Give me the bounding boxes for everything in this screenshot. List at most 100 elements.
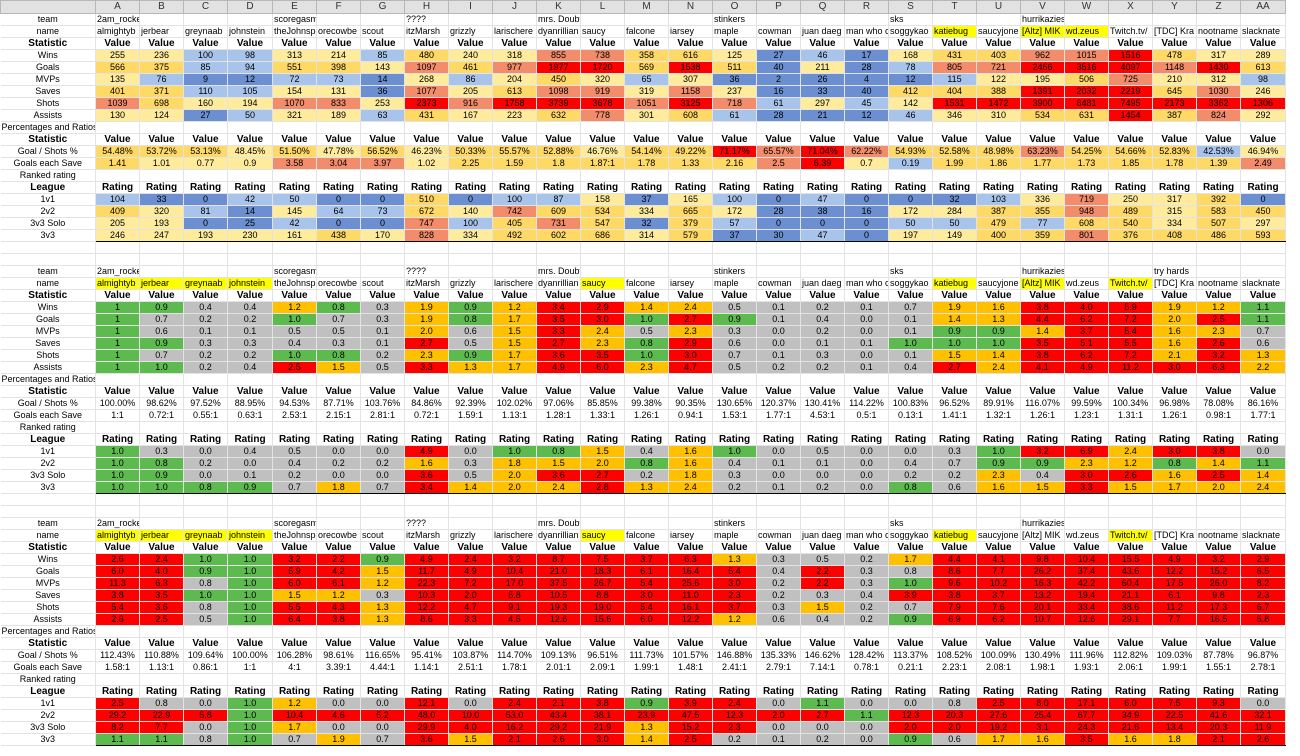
cell[interactable]: 33 xyxy=(139,193,184,206)
cell[interactable]: 1.5 xyxy=(492,325,537,338)
cell[interactable]: 6.1 xyxy=(624,565,669,578)
cell[interactable] xyxy=(1064,169,1109,182)
cell[interactable]: slacknate xyxy=(1240,277,1286,290)
cell[interactable]: 87.78% xyxy=(1196,649,1241,662)
cell[interactable]: 1.2 xyxy=(360,577,405,590)
cell[interactable] xyxy=(404,169,449,182)
cell[interactable]: 1.78:1 xyxy=(492,661,537,674)
cell[interactable]: 14 xyxy=(227,205,273,218)
cell[interactable]: 16.4 xyxy=(668,565,713,578)
cell[interactable]: Rating xyxy=(183,433,228,446)
cell[interactable]: 387 xyxy=(1152,109,1197,122)
cell[interactable] xyxy=(404,373,449,386)
cell[interactable] xyxy=(404,673,449,686)
cell[interactable]: 85.85% xyxy=(580,397,625,410)
cell[interactable]: 2.1 xyxy=(1152,349,1197,362)
cell[interactable]: katiebug xyxy=(932,529,977,542)
cell[interactable]: 100 xyxy=(492,193,537,206)
cell[interactable]: 76 xyxy=(139,73,184,86)
column-header[interactable]: W xyxy=(1064,0,1109,14)
cell[interactable]: 431 xyxy=(404,109,449,122)
cell[interactable]: 102.02% xyxy=(492,397,537,410)
cell[interactable]: Value xyxy=(668,541,713,554)
cell[interactable]: 698 xyxy=(139,97,184,110)
cell[interactable] xyxy=(844,517,889,530)
row-label[interactable]: 1v1 xyxy=(0,193,96,206)
cell[interactable]: 0.9 xyxy=(932,325,977,338)
cell[interactable]: 3.7 xyxy=(1064,325,1109,338)
cell[interactable]: 1 xyxy=(95,361,140,374)
column-header[interactable]: H xyxy=(404,0,449,14)
cell[interactable] xyxy=(1196,517,1241,530)
row-label[interactable]: Percentages and Ratios xyxy=(0,625,96,638)
cell[interactable]: 21.0 xyxy=(536,565,581,578)
cell[interactable] xyxy=(800,169,845,182)
cell[interactable]: 0.2 xyxy=(183,457,228,470)
cell[interactable]: Rating xyxy=(227,433,273,446)
cell[interactable]: 1.8 xyxy=(536,157,581,170)
cell[interactable] xyxy=(1196,421,1241,434)
cell[interactable] xyxy=(183,169,228,182)
cell[interactable]: 41.6 xyxy=(1196,709,1241,722)
cell[interactable]: 0.2 xyxy=(844,601,889,614)
cell[interactable]: Value xyxy=(844,133,889,146)
cell[interactable]: 404 xyxy=(932,85,977,98)
cell[interactable] xyxy=(932,505,977,518)
cell[interactable] xyxy=(1108,13,1153,26)
cell[interactable]: 7.6 xyxy=(976,601,1021,614)
cell[interactable] xyxy=(139,493,184,506)
cell[interactable]: 0.78:1 xyxy=(844,661,889,674)
cell[interactable]: 2.51:1 xyxy=(448,661,493,674)
cell[interactable]: 1.3 xyxy=(448,361,493,374)
cell[interactable]: 1.48:1 xyxy=(668,661,713,674)
cell[interactable]: scoregasm xyxy=(272,517,317,530)
cell[interactable]: 0.7 xyxy=(316,313,361,326)
cell[interactable]: Value xyxy=(1196,541,1241,554)
cell[interactable]: almightyb xyxy=(95,25,140,38)
cell[interactable]: slacknate xyxy=(1240,529,1286,542)
cell[interactable]: 0.4 xyxy=(800,613,845,626)
cell[interactable]: 3.8 xyxy=(316,613,361,626)
cell[interactable]: Value xyxy=(404,133,449,146)
cell[interactable]: 725 xyxy=(1108,73,1153,86)
cell[interactable]: 13.4 xyxy=(1152,721,1197,734)
cell[interactable]: Value xyxy=(536,637,581,650)
cell[interactable]: 0.1 xyxy=(756,349,801,362)
cell[interactable] xyxy=(448,169,493,182)
cell[interactable]: 645 xyxy=(1152,85,1197,98)
cell[interactable]: 0.0 xyxy=(844,733,889,746)
cell[interactable]: Value xyxy=(624,541,669,554)
cell[interactable] xyxy=(1196,265,1241,278)
cell[interactable]: 193 xyxy=(183,229,228,242)
cell[interactable]: Value xyxy=(624,133,669,146)
cell[interactable] xyxy=(932,265,977,278)
cell[interactable]: Rating xyxy=(139,433,184,446)
cell[interactable] xyxy=(360,517,405,530)
cell[interactable]: 0 xyxy=(844,229,889,242)
cell[interactable]: 17.1 xyxy=(1064,697,1109,710)
cell[interactable] xyxy=(668,265,713,278)
cell[interactable] xyxy=(800,13,845,26)
cell[interactable]: 1.7 xyxy=(272,721,317,734)
cell[interactable]: 100.00% xyxy=(227,649,273,662)
cell[interactable]: 4.0 xyxy=(1064,301,1109,314)
cell[interactable]: Value xyxy=(580,37,625,50)
cell[interactable] xyxy=(756,625,801,638)
cell[interactable]: 3.0 xyxy=(580,313,625,326)
cell[interactable]: Value xyxy=(800,37,845,50)
cell[interactable]: almightyb xyxy=(95,529,140,542)
cell[interactable]: hurrikazies xyxy=(1020,265,1065,278)
column-header[interactable]: C xyxy=(183,0,228,14)
cell[interactable] xyxy=(1196,241,1241,254)
cell[interactable] xyxy=(712,505,757,518)
cell[interactable]: 0.0 xyxy=(183,445,228,458)
cell[interactable]: 1.13:1 xyxy=(139,661,184,674)
cell[interactable] xyxy=(1196,673,1241,686)
cell[interactable] xyxy=(712,421,757,434)
cell[interactable] xyxy=(139,169,184,182)
row-label[interactable]: Statistic xyxy=(0,133,96,146)
cell[interactable]: 2.0 xyxy=(492,481,537,494)
cell[interactable]: Value xyxy=(272,637,317,650)
cell[interactable]: 2.7 xyxy=(668,313,713,326)
cell[interactable]: itzMarsh xyxy=(404,529,449,542)
